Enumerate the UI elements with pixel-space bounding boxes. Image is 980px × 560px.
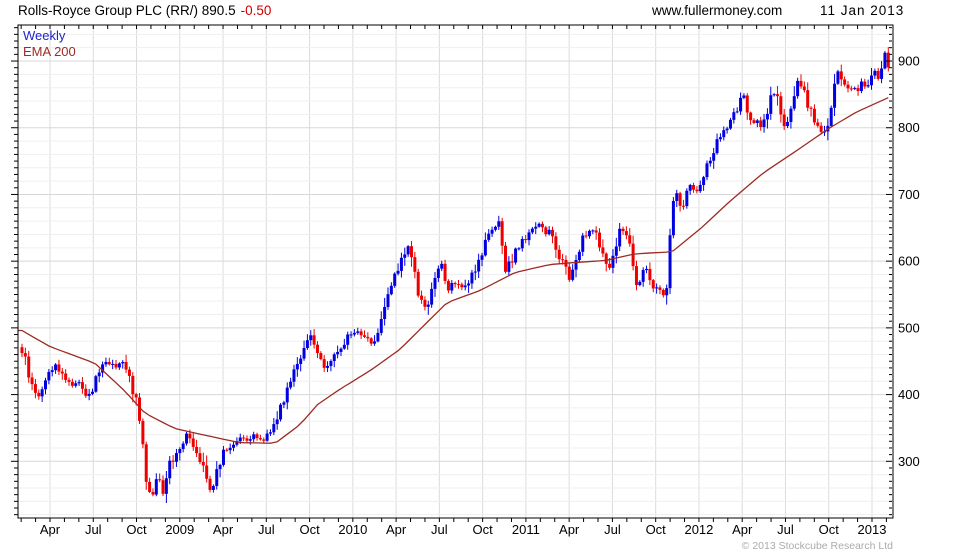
instrument-name-price: Rolls-Royce Group PLC (RR/) 890.5 — [18, 3, 236, 18]
y-axis-label: 600 — [898, 254, 920, 269]
y-axis-label: 400 — [898, 387, 920, 402]
x-axis-label: 2011 — [512, 522, 540, 537]
y-axis-label: 800 — [898, 120, 920, 135]
x-axis-label: Jul — [604, 522, 621, 537]
y-axis-label: 900 — [898, 54, 920, 69]
x-axis-label: Oct — [473, 522, 494, 537]
x-axis-label: Jul — [85, 522, 102, 537]
date-text: 11 Jan 2013 — [820, 3, 905, 18]
x-axis-label: Jul — [431, 522, 448, 537]
legend-ema-label: EMA 200 — [23, 44, 76, 59]
ema-line — [18, 97, 889, 444]
x-axis-label: Oct — [299, 522, 320, 537]
y-axis-label: 300 — [898, 454, 920, 469]
website-text: www.fullermoney.com — [652, 3, 783, 18]
x-axis-label: Apr — [213, 522, 234, 537]
y-axis-ticks — [11, 27, 892, 516]
x-axis-label: Apr — [386, 522, 407, 537]
y-axis-label: 500 — [898, 320, 920, 335]
x-axis-label: Jul — [258, 522, 275, 537]
x-axis-label: 2013 — [858, 522, 887, 537]
x-axis-label: Oct — [646, 522, 667, 537]
copyright-text: © 2013 Stockcube Research Ltd — [741, 540, 893, 552]
x-axis-label: Apr — [732, 522, 753, 537]
x-axis-label: Apr — [559, 522, 580, 537]
plot-border — [17, 24, 894, 519]
chart-title: Rolls-Royce Group PLC (RR/) 890.5 -0.50 — [18, 3, 271, 18]
x-axis-label: 2012 — [684, 522, 713, 537]
x-axis-label: Oct — [126, 522, 147, 537]
x-axis-label: 2009 — [165, 522, 194, 537]
x-axis-label: Apr — [40, 522, 61, 537]
y-axis-label: 700 — [898, 187, 920, 202]
y-axis-labels: 300 400 500 600 700 800 900 — [898, 54, 920, 469]
legend-series-label: Weekly — [23, 28, 66, 43]
x-axis-labels: Apr Jul Oct 2009 Apr Jul Oct 2010 Apr Jul Oct 2011 A… — [40, 522, 887, 537]
x-axis-label: Jul — [777, 522, 794, 537]
horizontal-gridlines — [18, 33, 893, 516]
x-axis-label: Oct — [819, 522, 840, 537]
price-change: -0.50 — [240, 3, 272, 18]
candlesticks — [20, 47, 890, 503]
x-axis-label: 2010 — [338, 522, 367, 537]
x-axis-ticks — [20, 25, 887, 522]
